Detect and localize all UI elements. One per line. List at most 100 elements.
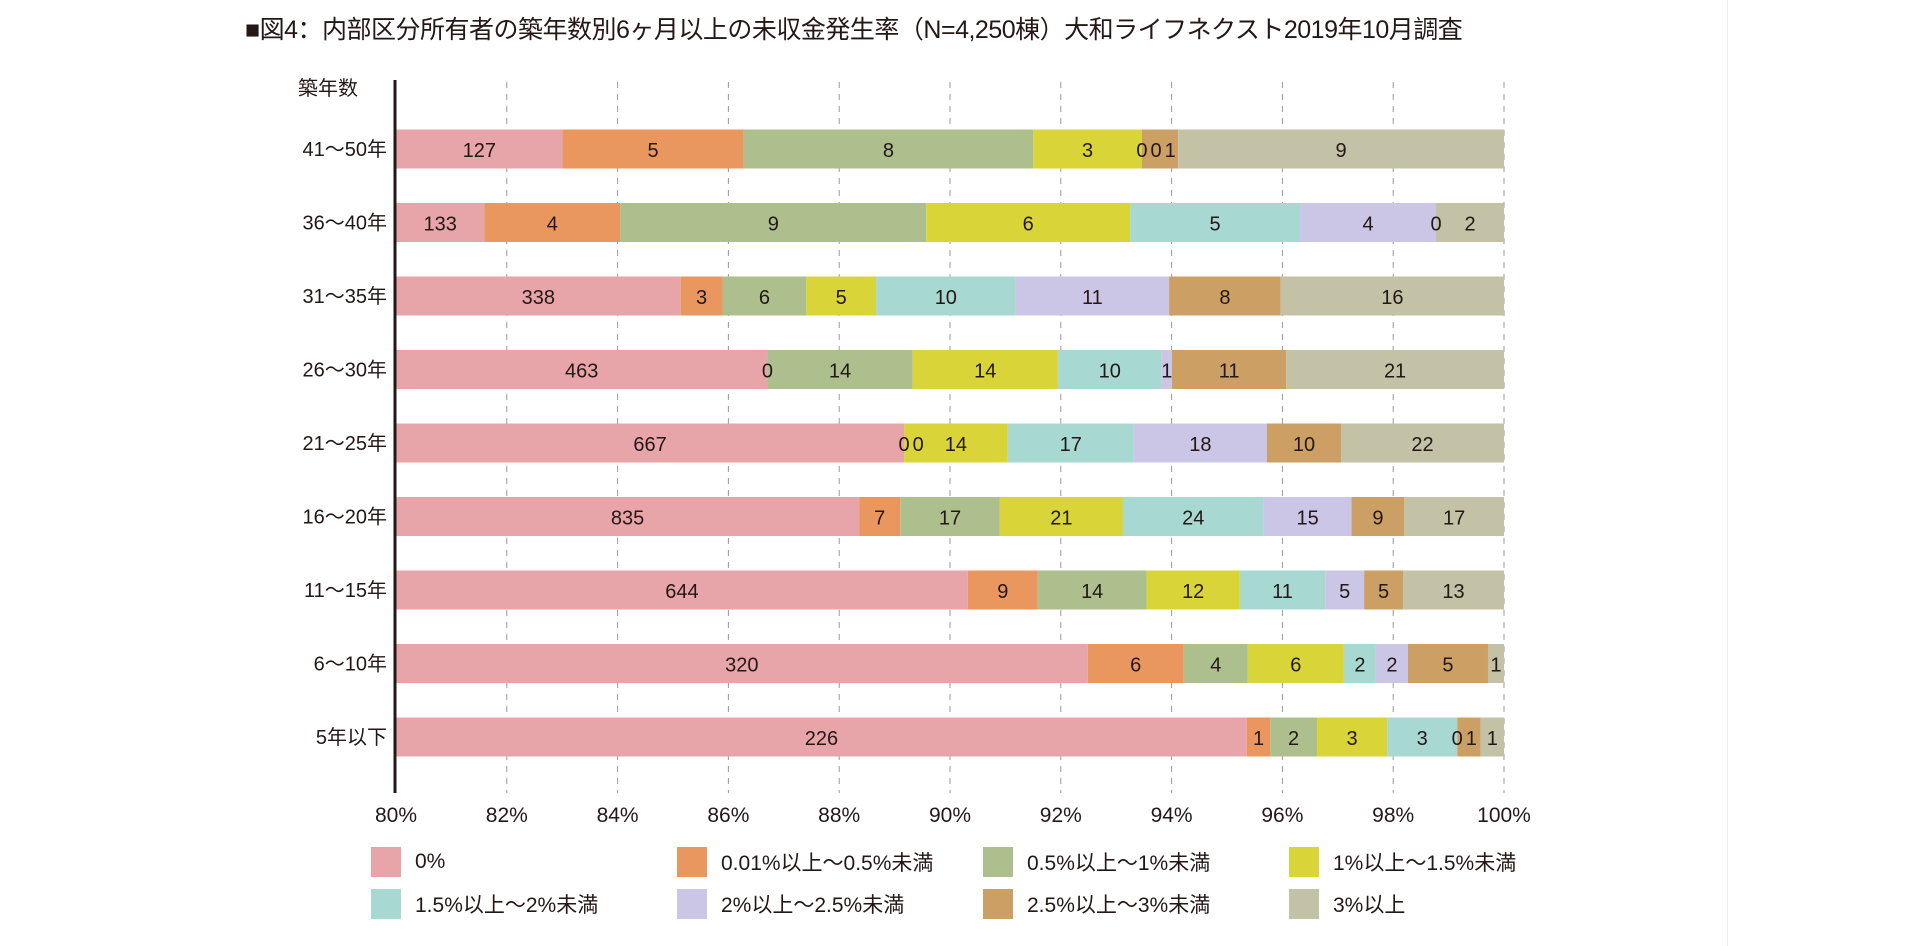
bar-value-label: 21 — [1384, 361, 1406, 383]
bar-segment — [1286, 350, 1504, 389]
bar-value-label: 17 — [1060, 434, 1082, 456]
bar-value-label: 5 — [1339, 581, 1350, 603]
bar-segment — [926, 203, 1131, 242]
bar-segment — [680, 276, 723, 316]
legend-swatch — [371, 889, 401, 919]
legend-item: 3%以上 — [1289, 889, 1405, 919]
bar-segment — [1263, 497, 1352, 536]
x-tick-label: 82% — [486, 804, 528, 827]
bar-segment — [767, 350, 913, 389]
bar-segment — [396, 203, 485, 242]
bar-value-label: 133 — [423, 214, 456, 236]
bar-value-label: 226 — [805, 728, 838, 750]
bar-value-label: 4 — [547, 214, 558, 236]
bar-segment — [1351, 497, 1405, 536]
y-category-label: 41〜50年 — [303, 138, 388, 161]
bar-segment — [562, 129, 744, 169]
bar-segment — [1161, 350, 1173, 389]
bar-value-label: 463 — [565, 361, 598, 383]
bar-value-label: 22 — [1411, 434, 1433, 456]
bar-value-label: 14 — [1081, 581, 1103, 603]
bar-value-label: 9 — [1372, 508, 1383, 530]
legend-label: 0.5%以上〜1%未満 — [1027, 852, 1211, 875]
legend-swatch — [371, 847, 401, 877]
bar-value-label: 2 — [1464, 214, 1475, 236]
x-tick-label: 96% — [1261, 804, 1303, 827]
bar-value-label: 10 — [935, 287, 957, 309]
bar-value-label: 338 — [522, 287, 555, 309]
bar-segment — [1325, 570, 1365, 610]
bar-segment — [396, 350, 768, 389]
x-tick-label: 100% — [1477, 804, 1531, 827]
bar-value-label: 10 — [1099, 361, 1121, 383]
y-category-label: 16〜20年 — [303, 506, 388, 529]
bar-value-label: 320 — [725, 655, 758, 677]
bar-value-label: 667 — [633, 434, 666, 456]
legend-item: 0.5%以上〜1%未満 — [983, 847, 1210, 877]
bar-segment — [1266, 423, 1342, 463]
legend-label: 2%以上〜2.5%未満 — [721, 894, 905, 917]
bar-segment — [806, 276, 877, 316]
bar-segment — [1015, 276, 1170, 316]
bar-value-label: 3 — [1417, 728, 1428, 750]
bar-value-label: 6 — [1130, 655, 1141, 677]
bar-value-label: 9 — [1335, 140, 1346, 162]
x-tick-label: 84% — [597, 804, 639, 827]
legend-swatch — [1289, 847, 1319, 877]
bar-value-label: 0 — [1452, 728, 1463, 750]
legend-label: 0.01%以上〜0.5%未満 — [721, 852, 934, 875]
bar-value-label: 11 — [1219, 361, 1240, 383]
legend-swatch — [677, 889, 707, 919]
y-category-label: 5年以下 — [316, 726, 387, 749]
bar-segment — [1407, 644, 1488, 683]
bar-value-label: 0 — [913, 434, 924, 456]
bar-value-label: 10 — [1293, 434, 1315, 456]
y-category-label: 21〜25年 — [303, 432, 388, 455]
bar-segment — [484, 203, 621, 242]
bar-value-label: 2 — [1288, 728, 1299, 750]
bar-segment — [396, 644, 1088, 683]
bar-value-label: 835 — [611, 508, 644, 530]
bar-segment — [1169, 276, 1281, 316]
chart-title: ■図4：内部区分所有者の築年数別6ヶ月以上の未収金発生率（N=4,250棟）大和… — [245, 16, 1463, 44]
bar-value-label: 4 — [1362, 214, 1373, 236]
x-tick-label: 88% — [818, 804, 860, 827]
bar-value-label: 5 — [1210, 214, 1221, 236]
bar-segment — [1007, 423, 1134, 463]
bar-segment — [1487, 644, 1504, 683]
y-category-label: 36〜40年 — [303, 212, 388, 235]
legend-label: 0% — [415, 850, 446, 873]
bar-segment — [1387, 717, 1458, 757]
x-tick-label: 92% — [1040, 804, 1082, 827]
bar-segment — [1246, 717, 1271, 757]
bar-segment — [1033, 129, 1142, 169]
legend-item: 2.5%以上〜3%未満 — [983, 889, 1210, 919]
bar-value-label: 14 — [945, 434, 967, 456]
bar-value-label: 17 — [939, 508, 961, 530]
bar-segment — [876, 276, 1016, 316]
legend-item: 0% — [371, 847, 445, 877]
legend-label: 3%以上 — [1333, 894, 1406, 917]
bar-value-label: 7 — [874, 508, 885, 530]
bar-value-label: 8 — [1219, 287, 1230, 309]
bar-value-label: 0 — [1136, 140, 1147, 162]
bar-segment — [904, 423, 1008, 463]
x-tick-label: 86% — [707, 804, 749, 827]
bar-segment — [900, 497, 1000, 536]
bar-segment — [859, 497, 901, 536]
bar-value-label: 1 — [1165, 140, 1176, 162]
bar-segment — [1480, 717, 1504, 757]
x-tick-label: 80% — [375, 804, 417, 827]
bar-segment — [1341, 423, 1504, 463]
bar-segment — [1457, 717, 1481, 757]
bar-value-label: 14 — [829, 361, 851, 383]
bar-value-label: 4 — [1210, 655, 1221, 677]
bar-value-label: 3 — [1346, 728, 1357, 750]
bar-value-label: 13 — [1442, 581, 1464, 603]
bar-value-label: 14 — [974, 361, 996, 383]
bar-value-label: 24 — [1182, 508, 1204, 530]
bar-value-label: 17 — [1443, 508, 1465, 530]
legend-item: 1.5%以上〜2%未満 — [371, 889, 598, 919]
bar-segment — [396, 497, 860, 536]
